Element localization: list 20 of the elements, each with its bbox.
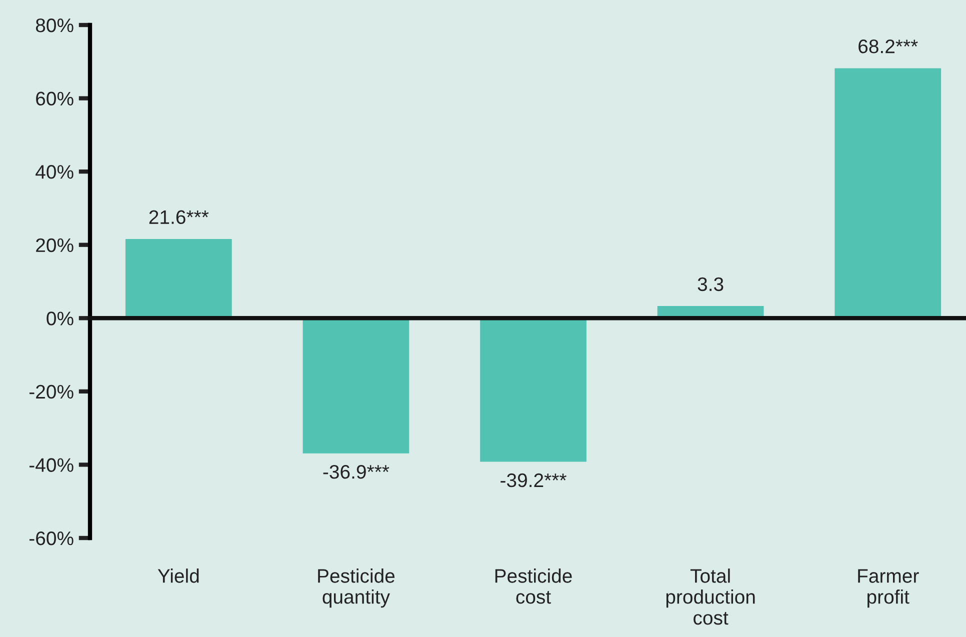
x-tick-label: Total production cost [666,568,755,625]
x-tick-label: Pesticide quantity [318,568,395,608]
y-tick-label: -60% [30,531,74,546]
y-tick-label: -20% [30,384,74,399]
y-tick-label: -40% [30,458,74,472]
y-tick-label: 0% [46,312,74,326]
data-label: 3.3 [698,277,724,292]
x-tick-label: Yield [158,568,199,583]
x-tick-label: Pesticide cost [495,568,572,604]
data-label: 21.6*** [149,210,209,224]
bar [302,318,410,454]
data-label: -39.2*** [500,473,566,488]
y-tick-label: 60% [36,92,74,106]
x-tick-label: Farmer profit [858,569,919,608]
bar [480,318,586,462]
y-tick-label: 80% [36,18,74,32]
data-label: 68.2*** [858,40,918,54]
y-tick-label: 40% [36,165,74,179]
data-label: -36.9*** [323,464,390,479]
y-tick-label: 20% [36,238,74,252]
